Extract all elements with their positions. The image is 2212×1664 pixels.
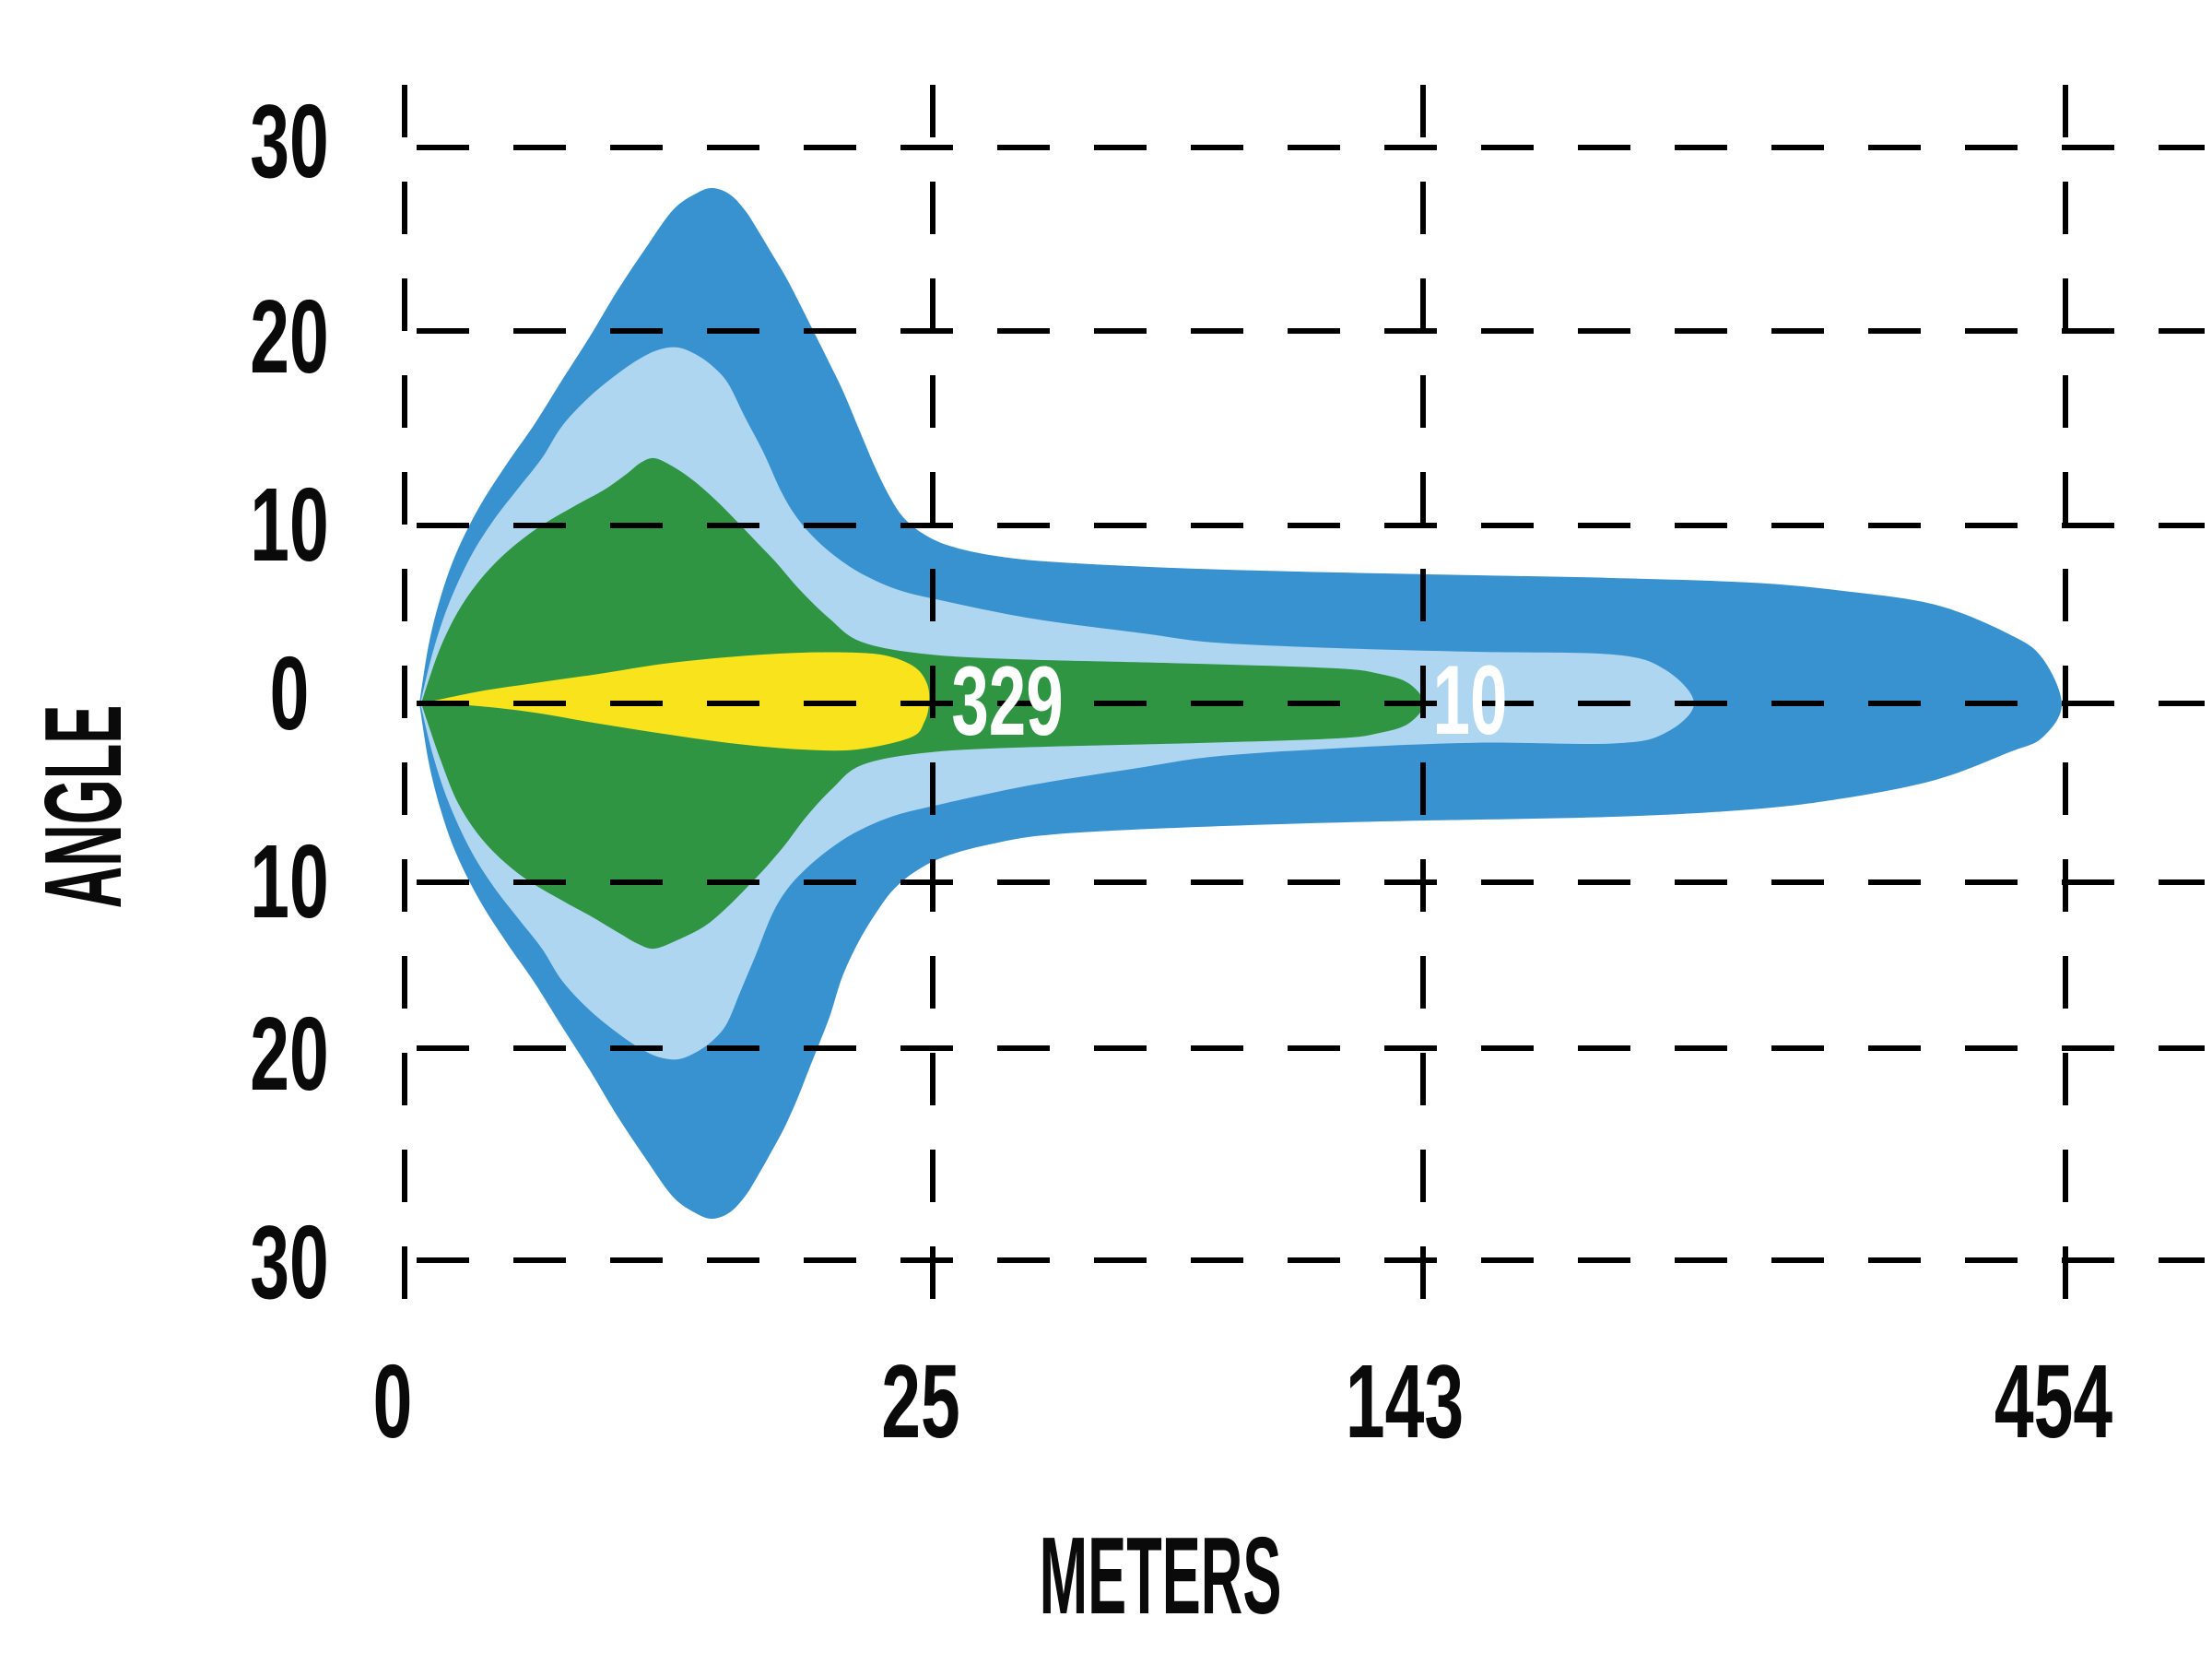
svg-text:10: 10 <box>250 467 328 583</box>
svg-text:30: 30 <box>250 1205 328 1320</box>
svg-text:30: 30 <box>250 84 328 199</box>
svg-text:143: 143 <box>1346 1344 1464 1459</box>
svg-text:ANGLE: ANGLE <box>23 705 145 909</box>
svg-text:20: 20 <box>250 997 328 1112</box>
svg-text:METERS: METERS <box>1040 1516 1282 1637</box>
svg-text:25: 25 <box>881 1344 959 1459</box>
svg-text:10: 10 <box>250 824 328 939</box>
svg-text:10: 10 <box>1433 645 1508 755</box>
svg-text:454: 454 <box>1994 1344 2112 1459</box>
svg-text:0: 0 <box>373 1344 413 1459</box>
svg-text:0: 0 <box>270 636 310 751</box>
svg-text:20: 20 <box>250 279 328 395</box>
svg-text:329: 329 <box>951 646 1063 756</box>
